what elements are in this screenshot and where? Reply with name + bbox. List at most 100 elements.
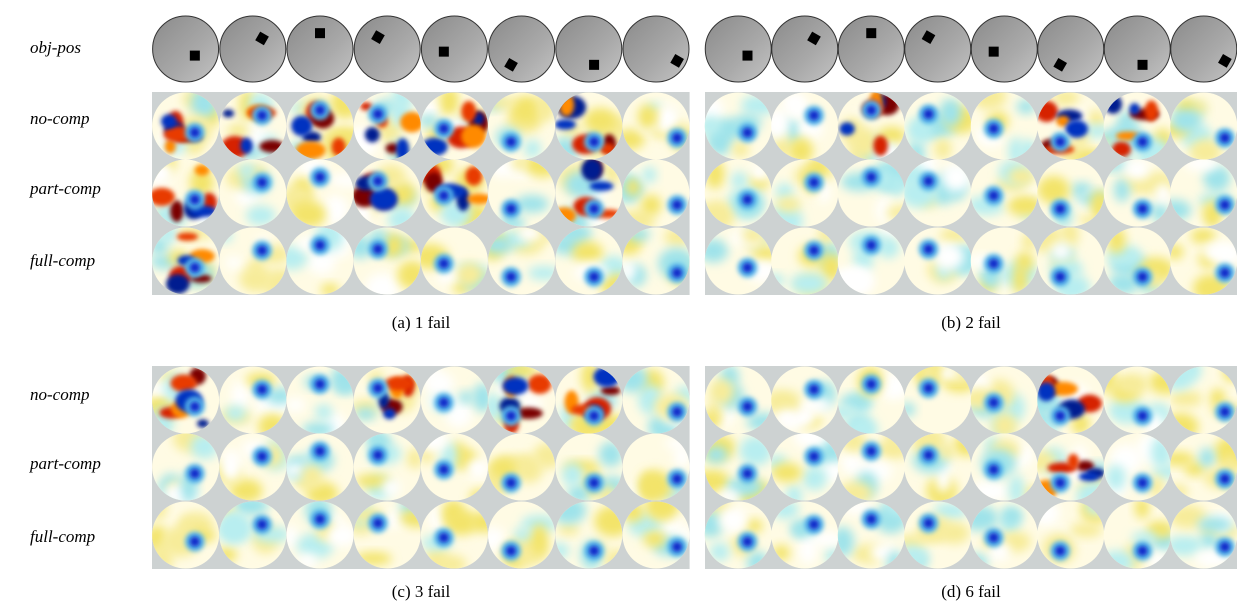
object-disk: [772, 16, 838, 82]
blob: [225, 406, 247, 422]
blob: [804, 399, 832, 412]
blob: [461, 125, 486, 148]
object-disk: [421, 16, 487, 82]
blob: [934, 138, 951, 160]
blob: [1191, 229, 1216, 244]
blob: [555, 119, 576, 129]
spot: [373, 518, 383, 528]
caption: (d) 6 fail: [941, 582, 1001, 601]
object-disk: [905, 16, 971, 82]
blob: [383, 408, 395, 419]
object-disk: [1104, 16, 1170, 82]
blob: [365, 273, 399, 304]
blob: [873, 136, 887, 156]
spot: [506, 411, 516, 421]
blob: [514, 528, 529, 541]
spot: [1055, 478, 1065, 488]
spot: [1220, 542, 1230, 552]
spot: [809, 451, 819, 461]
spot: [866, 514, 876, 524]
blob: [1069, 523, 1102, 537]
blob: [161, 114, 177, 128]
spot: [1055, 411, 1065, 421]
spot: [1220, 133, 1230, 143]
blob: [439, 86, 459, 116]
spot: [672, 407, 682, 417]
blob: [558, 523, 579, 536]
blob: [638, 104, 657, 129]
blob: [531, 524, 548, 556]
blob: [384, 376, 414, 390]
blob: [1037, 176, 1069, 204]
spot: [589, 411, 599, 421]
spot: [742, 537, 752, 547]
row-label: part-comp: [29, 179, 101, 198]
object-disk: [354, 16, 420, 82]
spot: [373, 383, 383, 393]
blob: [223, 513, 245, 541]
spot: [924, 518, 934, 528]
spot: [924, 383, 934, 393]
spot: [315, 240, 325, 250]
spot: [866, 172, 876, 182]
blob: [1115, 374, 1149, 395]
blob: [1171, 109, 1202, 132]
blob: [1016, 252, 1034, 272]
spot: [1138, 546, 1148, 556]
blob: [699, 116, 722, 136]
blob: [458, 391, 474, 403]
blob: [939, 99, 962, 127]
blob: [219, 450, 242, 482]
blob: [745, 519, 764, 532]
spot: [373, 176, 383, 186]
blob: [1123, 158, 1151, 180]
spot: [439, 465, 449, 475]
spot: [589, 137, 599, 147]
object-disk: [838, 16, 904, 82]
spot: [439, 124, 449, 134]
spot: [506, 272, 516, 282]
spot: [315, 105, 325, 115]
spot: [989, 191, 999, 201]
blob: [625, 178, 640, 196]
spot: [1220, 268, 1230, 278]
spot: [1138, 204, 1148, 214]
object-disk: [705, 16, 771, 82]
spot: [257, 451, 267, 461]
spot: [315, 514, 325, 524]
object-disk: [623, 16, 689, 82]
object-marker: [866, 28, 876, 38]
blob: [1068, 454, 1079, 469]
spot: [809, 177, 819, 187]
object-disk: [489, 16, 555, 82]
blob: [315, 404, 333, 419]
spot: [190, 128, 200, 138]
blob: [643, 531, 666, 547]
spot: [1138, 478, 1148, 488]
spot: [439, 191, 449, 201]
spot: [742, 195, 752, 205]
object-marker: [742, 51, 752, 61]
spot: [866, 379, 876, 389]
blob: [1051, 242, 1072, 260]
object-disk: [287, 16, 353, 82]
blob: [502, 377, 528, 395]
row-label: part-comp: [29, 454, 101, 473]
spot: [1220, 474, 1230, 484]
blob: [467, 458, 488, 479]
spot: [506, 546, 516, 556]
object-disk: [1038, 16, 1104, 82]
blob: [365, 127, 380, 142]
spot: [989, 259, 999, 269]
object-disk: [556, 16, 622, 82]
spot: [190, 195, 200, 205]
blob: [291, 116, 312, 136]
object-marker: [589, 60, 599, 70]
spot: [190, 469, 200, 479]
blob: [572, 241, 603, 263]
spot: [866, 446, 876, 456]
blob: [581, 158, 602, 181]
blob: [240, 138, 252, 154]
row-label: no-comp: [30, 109, 89, 128]
spot: [742, 469, 752, 479]
